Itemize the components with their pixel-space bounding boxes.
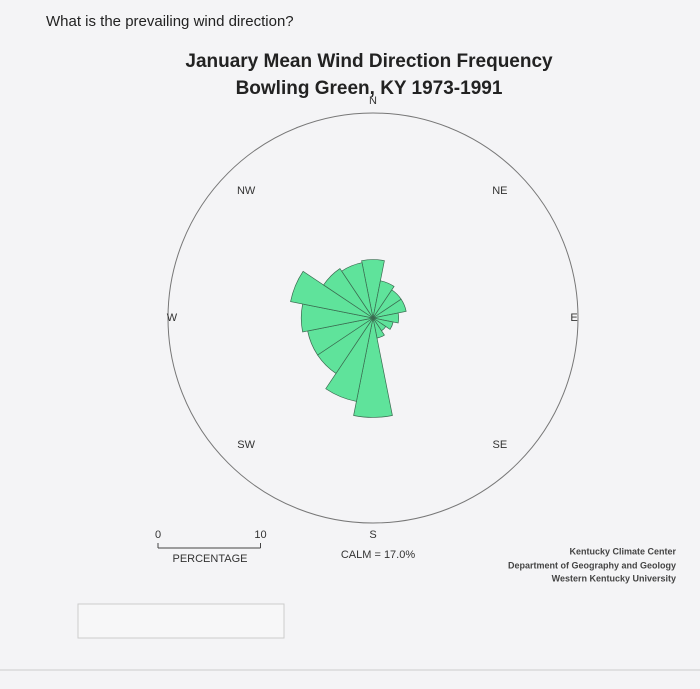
chart-title: January Mean Wind Direction Frequency [185, 51, 553, 72]
scale-tick-label: 0 [155, 529, 161, 541]
petal [353, 317, 393, 418]
direction-label: W [167, 312, 178, 324]
direction-label: NW [237, 185, 256, 197]
question: What is the prevailing wind direction? [46, 13, 294, 30]
petal [372, 317, 394, 330]
answer-input[interactable] [77, 603, 285, 639]
direction-label: SE [493, 439, 508, 451]
direction-label: SW [237, 439, 255, 451]
scale-label: PERCENTAGE [173, 553, 248, 565]
chart-subtitle: Bowling Green, KY 1973-1991 [236, 78, 503, 99]
petal [361, 259, 385, 319]
petal [372, 312, 399, 324]
direction-label: N [369, 95, 377, 107]
petal [372, 298, 407, 319]
outer-circle [167, 112, 579, 524]
direction-label: S [369, 529, 376, 541]
direction-label: NE [492, 185, 507, 197]
petal [341, 262, 374, 319]
petal [372, 280, 395, 319]
petal [290, 270, 374, 319]
scale-tick-label: 10 [254, 529, 266, 541]
credit: Kentucky Climate Center [569, 546, 676, 556]
credit: Western Kentucky University [552, 573, 676, 583]
direction-label: E [570, 312, 577, 324]
petal [325, 317, 374, 402]
credit: Department of Geography and Geology [508, 560, 676, 570]
calm-annotation: CALM = 17.0% [341, 549, 416, 561]
petal [323, 268, 374, 319]
